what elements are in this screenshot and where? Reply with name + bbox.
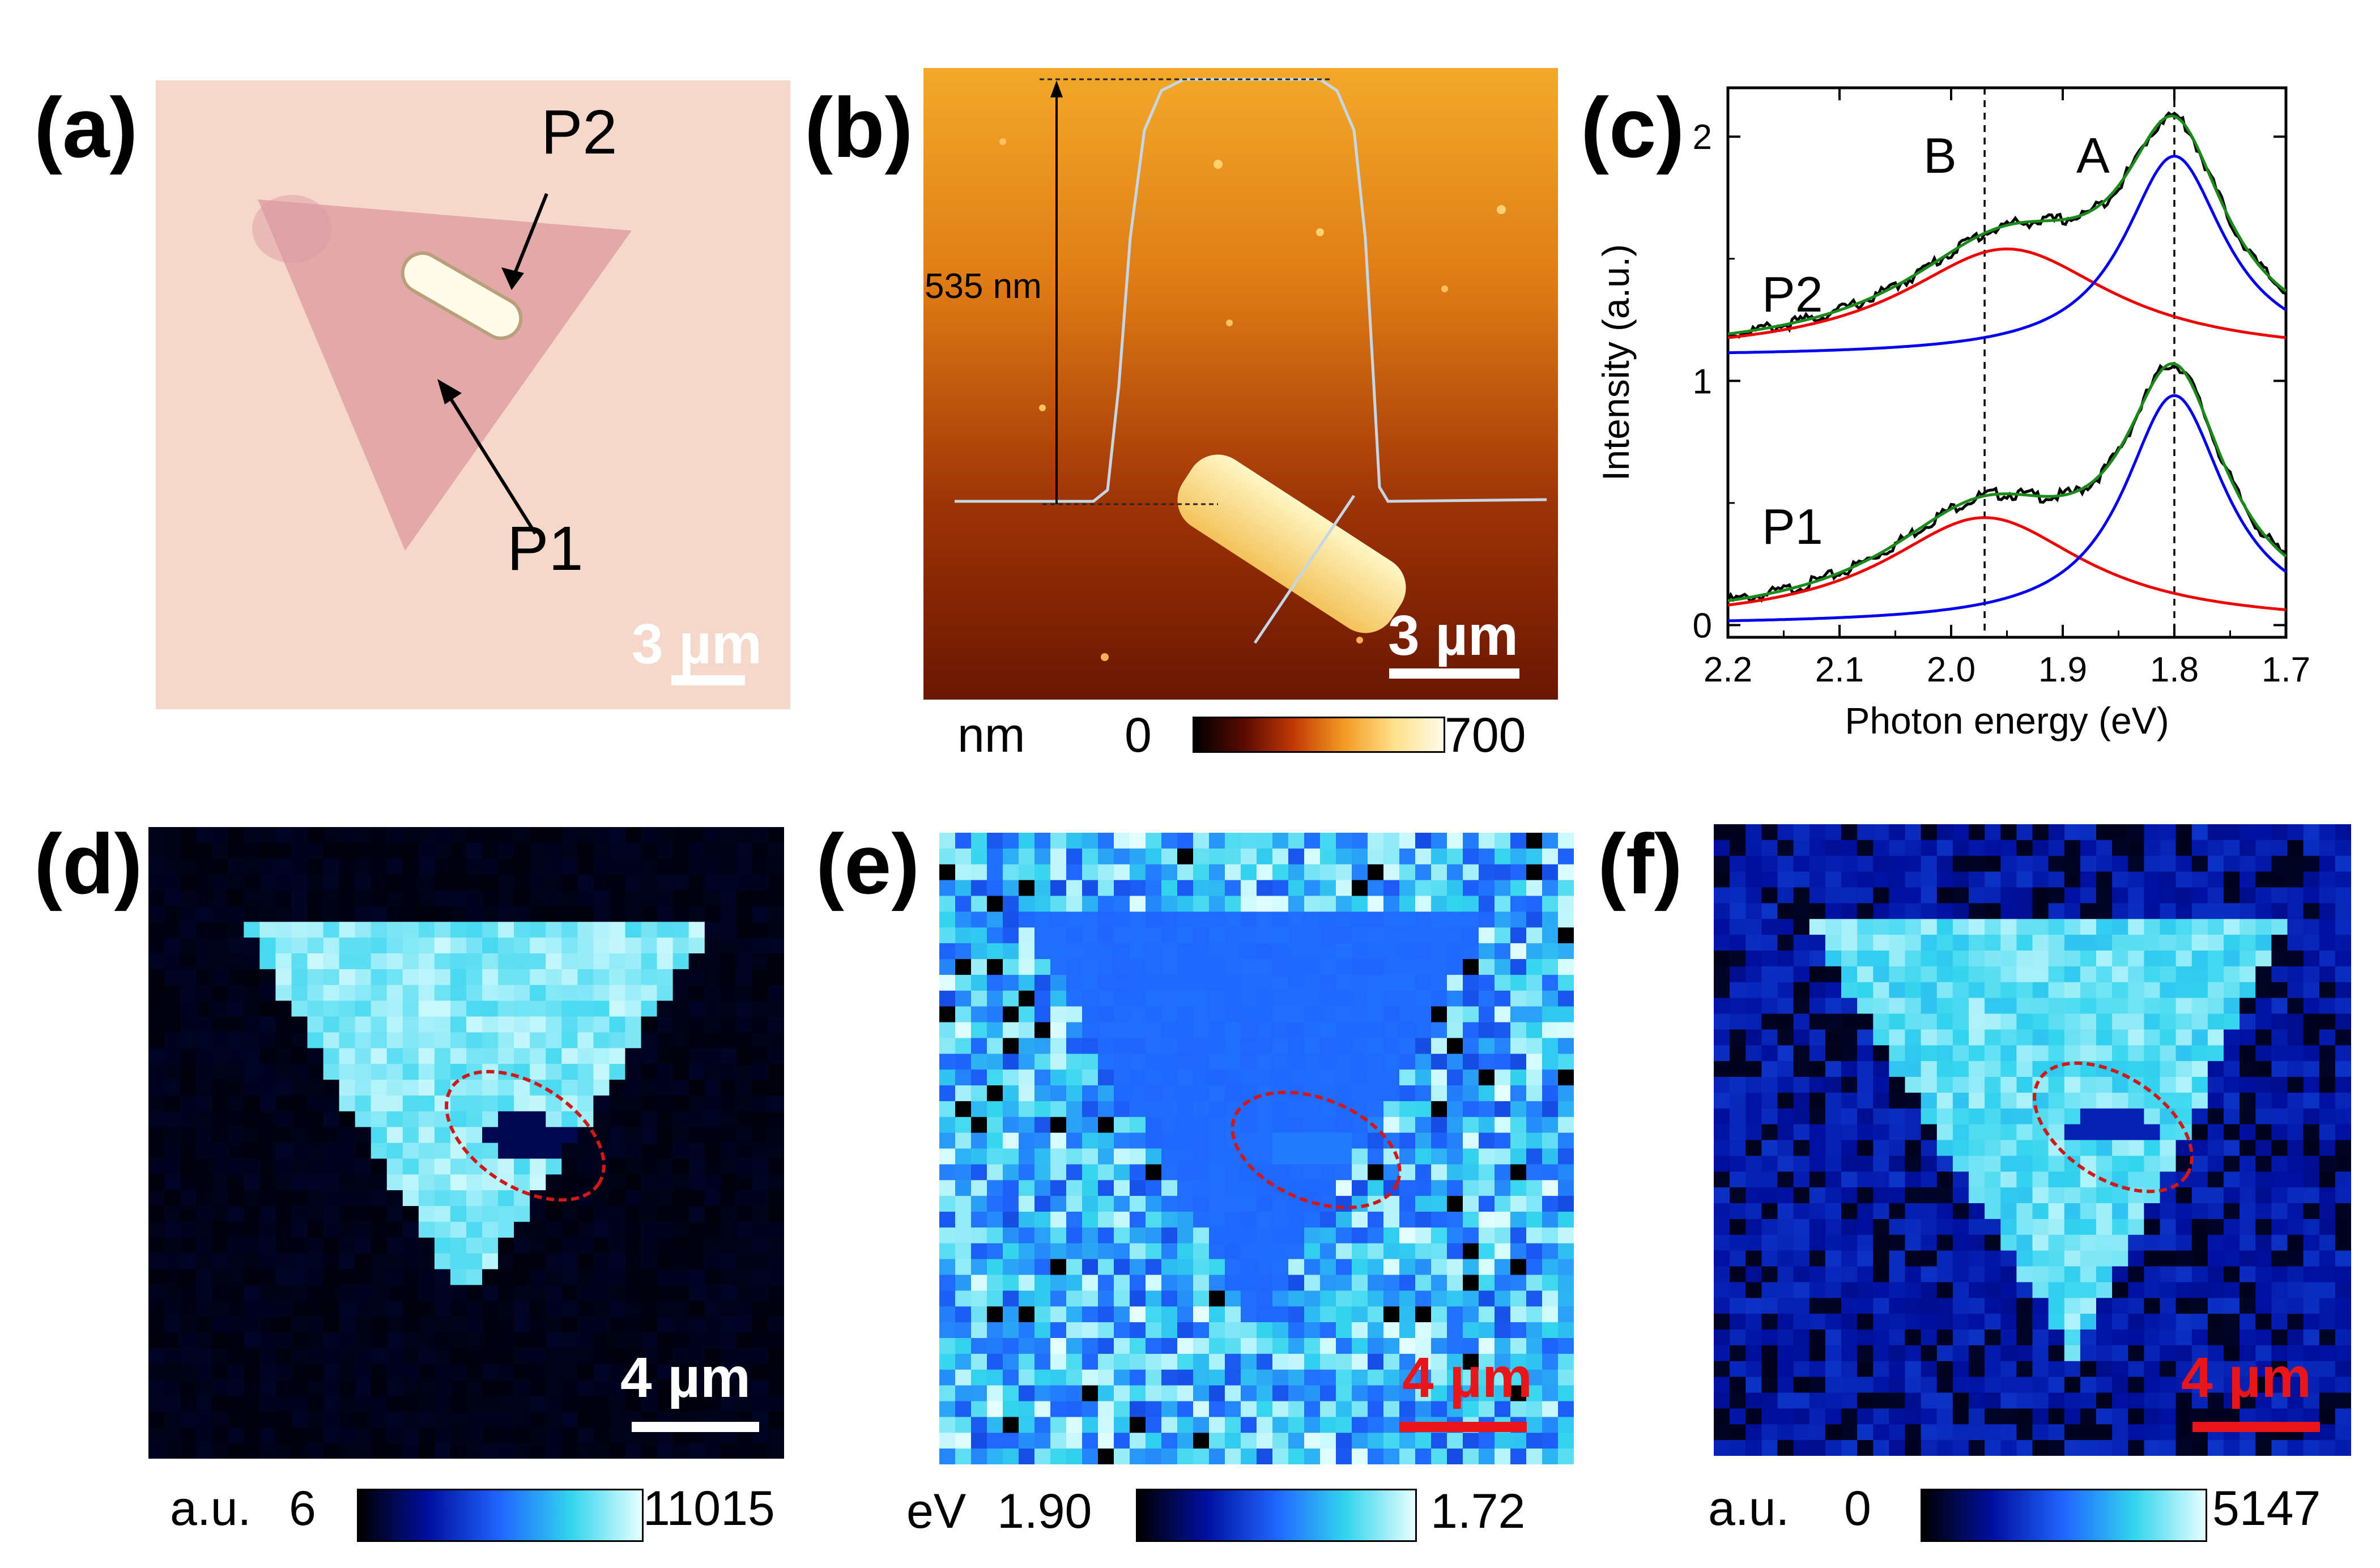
x-tick-label: 1.8: [2150, 650, 2199, 689]
y-tick-label: 1: [1693, 362, 1712, 401]
arrow-p2-head: [501, 267, 524, 290]
afm-nanorod: [1177, 454, 1406, 633]
spectrum-chart: 2.2 2.1 2.0 1.9 1.8 1.7 0 1 2 Photon energy (eV) I…: [1595, 86, 2310, 742]
a-exciton-map: [1714, 824, 2351, 1456]
label-p2: P2: [541, 97, 618, 167]
colorbar-b-min: 0: [1125, 708, 1152, 762]
plot-frame: [1726, 86, 2288, 639]
colorbar-d-unit: a.u.: [170, 1481, 252, 1536]
x-tick-label: 1.7: [2262, 650, 2310, 689]
y-tick-label: 2: [1693, 118, 1712, 157]
colorbar-f-unit: a.u.: [1708, 1481, 1790, 1536]
peak-b-label: B: [1923, 127, 1957, 184]
total-fit-P2: [1727, 114, 2287, 335]
panel-a-label: (a): [34, 80, 138, 175]
x-tick-label: 1.9: [2038, 650, 2087, 689]
a-exciton-fit-P2: [1727, 155, 2287, 355]
peak-a-label: A: [2076, 127, 2110, 184]
scalebar-e: [1399, 1422, 1527, 1432]
wse2-triangle: [258, 199, 632, 551]
colorbar-f-bar: [1921, 1489, 2207, 1542]
colorbar-b-max: 700: [1445, 708, 1526, 762]
x-tick-label: 2.0: [1927, 650, 1975, 689]
label-p1: P1: [507, 514, 584, 583]
colorbar-f-min: 0: [1844, 1481, 1871, 1536]
scalebar-e-label: 4 µm: [1402, 1346, 1532, 1409]
colorbar-d-min: 6: [289, 1481, 316, 1536]
afm-image: [923, 68, 1558, 700]
colorbar-e-max: 1.72: [1430, 1484, 1526, 1539]
colorbar-e-bar: [1136, 1489, 1417, 1542]
scalebar-d-label: 4 µm: [620, 1346, 751, 1409]
y-axis-label: Intensity (a.u.): [1595, 244, 1637, 481]
pl-energy-map: [939, 833, 1574, 1464]
arrow-p1-line: [443, 388, 537, 535]
colorbar-e-unit: eV: [906, 1484, 967, 1539]
panel-f-label: (f): [1598, 816, 1683, 911]
total-fit-P1: [1727, 362, 2287, 603]
scalebar-b: [1389, 668, 1519, 679]
a-exciton-fit-P1: [1727, 394, 2287, 623]
arrow-p1-head: [437, 379, 462, 404]
spectrum-data-P1: [1726, 362, 2287, 603]
pl-intensity-map: [148, 827, 784, 1459]
panel-b-label: (b): [804, 80, 913, 175]
colorbar-d-bar: [357, 1489, 644, 1542]
scalebar-b-label: 3 µm: [1388, 604, 1518, 667]
b-exciton-fit-P1: [1727, 516, 2287, 611]
panel-d-label: (d): [34, 816, 143, 911]
scalebar-a-label: 3 µm: [632, 612, 762, 676]
optical-image: [156, 80, 790, 709]
colorbar-d-max: 11015: [643, 1481, 775, 1536]
scalebar-f: [2192, 1422, 2320, 1432]
panel-c-label: (c): [1581, 80, 1685, 175]
colorbar-f-max: 5147: [2212, 1481, 2321, 1536]
scalebar-d: [632, 1422, 759, 1432]
spectrum-label-p2: P2: [1762, 266, 1823, 322]
x-tick-label: 2.2: [1704, 650, 1752, 689]
b-exciton-fit-P2: [1727, 247, 2287, 339]
height-annotation: 535 nm: [925, 267, 1042, 306]
panel-e-label: (e): [816, 816, 920, 911]
scalebar-f-label: 4 µm: [2181, 1346, 2311, 1409]
colorbar-b-bar: [1193, 717, 1445, 753]
profile-cut-line: [1253, 495, 1356, 644]
scalebar-a: [671, 675, 745, 685]
arrow-p2-line: [510, 193, 548, 283]
spectrum-label-p1: P1: [1762, 498, 1823, 555]
colorbar-e-min: 1.90: [997, 1484, 1092, 1539]
x-axis-label: Photon energy (eV): [1845, 700, 2169, 742]
x-tick-label: 2.1: [1815, 650, 1864, 689]
region-ellipse: [1231, 1090, 1402, 1209]
region-ellipse: [2033, 1061, 2194, 1194]
y-tick-label: 0: [1693, 606, 1712, 645]
colorbar-b-unit: nm: [957, 708, 1025, 762]
region-ellipse: [445, 1070, 606, 1202]
nanorod: [401, 252, 523, 340]
